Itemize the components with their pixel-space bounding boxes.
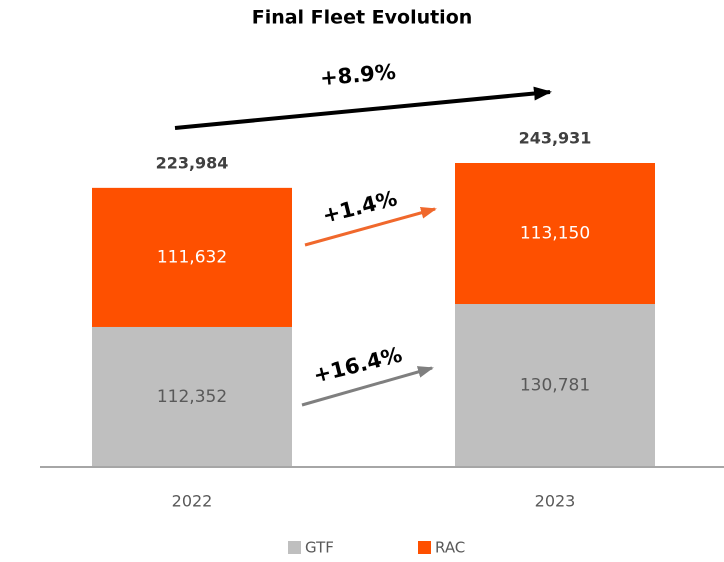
data-label: 112,352: [157, 387, 227, 407]
data-label: 113,150: [520, 224, 590, 244]
bar-segment: [455, 304, 655, 467]
total-label: 223,984: [156, 153, 229, 172]
bar-segment: [92, 187, 292, 327]
bar-segment: [92, 326, 292, 467]
total-arrow: [174, 86, 552, 130]
chart-title: Final Fleet Evolution: [252, 7, 473, 29]
rac-arrow: [304, 206, 437, 247]
legend-label: RAC: [435, 539, 465, 557]
legend-swatch: [288, 541, 301, 554]
annotation: +8.9%: [319, 60, 397, 91]
gtf-arrow: [301, 366, 434, 407]
x-tick-label: 2022: [172, 492, 213, 511]
data-label: 111,632: [157, 247, 227, 267]
total-label: 243,931: [519, 129, 592, 148]
legend-swatch: [418, 541, 431, 554]
legend-label: GTF: [305, 539, 334, 557]
data-label: 130,781: [520, 376, 590, 396]
x-tick-label: 2023: [535, 492, 576, 511]
bar-segment: [455, 163, 655, 305]
